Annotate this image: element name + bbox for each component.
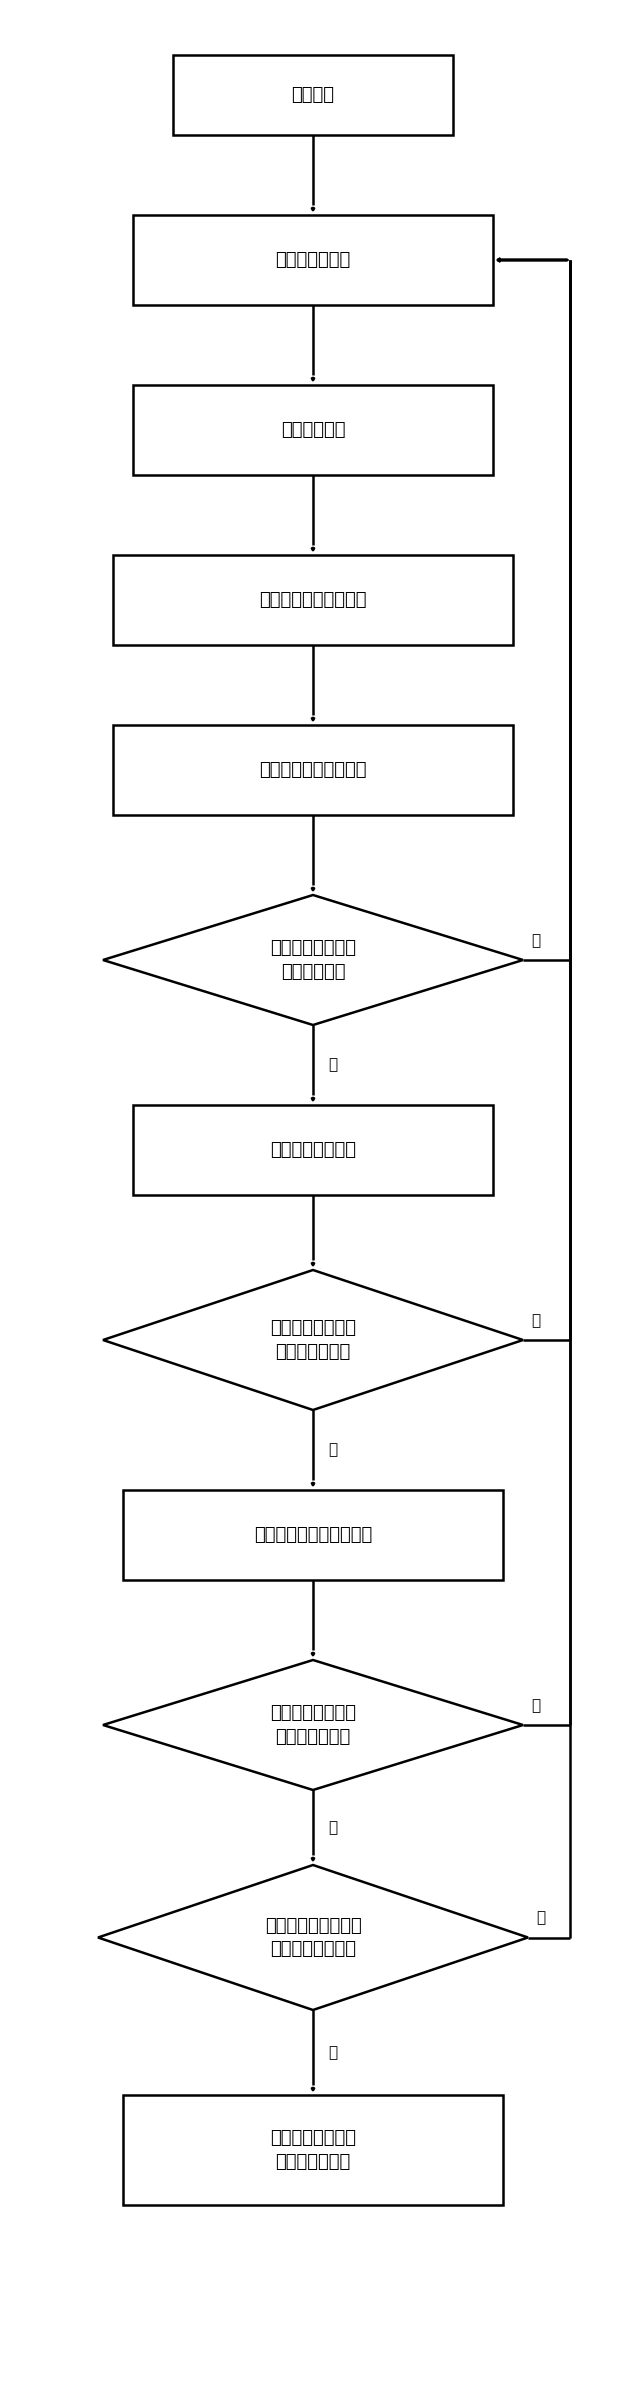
Bar <box>113 726 513 814</box>
Text: 生成三角形靶标: 生成三角形靶标 <box>275 251 351 268</box>
Text: 否: 否 <box>531 1698 540 1712</box>
Polygon shape <box>103 1660 523 1789</box>
Text: 获得正确判断概率: 获得正确判断概率 <box>270 1140 356 1159</box>
Text: 是: 是 <box>328 1442 337 1459</box>
Text: 否: 否 <box>536 1911 545 1926</box>
Text: 设置参数: 设置参数 <box>292 86 334 103</box>
Polygon shape <box>98 1866 528 2009</box>
Bar <box>173 55 453 134</box>
Text: 否: 否 <box>531 934 540 948</box>
Bar <box>113 556 513 644</box>
Text: 判定方向指向判断
次数是否足够: 判定方向指向判断 次数是否足够 <box>270 939 356 982</box>
Polygon shape <box>103 1269 523 1411</box>
Text: 判定空间频率的设
置次数是否足够: 判定空间频率的设 置次数是否足够 <box>270 1705 356 1746</box>
Text: 是: 是 <box>328 2045 337 2060</box>
Text: 记录方向指向判断结果: 记录方向指向判断结果 <box>259 762 367 778</box>
Text: 获得三角形方向鉴别阈值: 获得三角形方向鉴别阈值 <box>254 1526 372 1545</box>
Bar <box>133 386 493 474</box>
Text: 获得方向指向辨识数据: 获得方向指向辨识数据 <box>259 592 367 608</box>
Text: 获得二维三角形方
向鉴别阈值曲面: 获得二维三角形方 向鉴别阈值曲面 <box>270 2129 356 2170</box>
Bar <box>123 2096 503 2206</box>
Text: 获得靶标图像: 获得靶标图像 <box>280 422 346 438</box>
Bar <box>133 1104 493 1195</box>
Text: 判定热对比度的设
置次数是否足够: 判定热对比度的设 置次数是否足够 <box>270 1320 356 1360</box>
Polygon shape <box>103 896 523 1025</box>
Bar <box>123 1490 503 1581</box>
Text: 是: 是 <box>328 1820 337 1835</box>
Text: 是: 是 <box>328 1059 337 1073</box>
Text: 判定光谱差异系数的
设置次数是否足够: 判定光谱差异系数的 设置次数是否足够 <box>265 1916 361 1959</box>
Text: 否: 否 <box>531 1312 540 1327</box>
Bar <box>133 216 493 304</box>
